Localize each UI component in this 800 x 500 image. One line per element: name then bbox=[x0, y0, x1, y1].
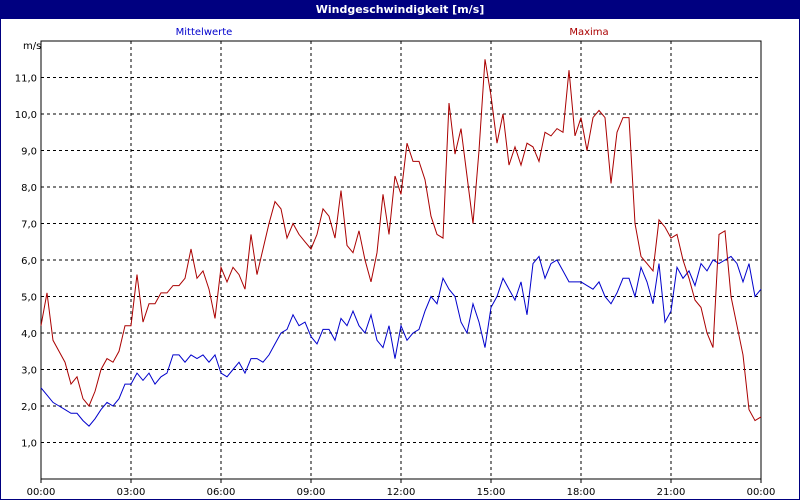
x-axis: 00:0026.05.2503:0026.05.2506:0026.05.250… bbox=[27, 479, 776, 498]
y-tick-label: 7,0 bbox=[21, 220, 37, 231]
grid-lines bbox=[41, 41, 761, 479]
x-tick-time: 00:00 bbox=[747, 487, 776, 498]
series-line-maxima bbox=[40, 59, 762, 422]
legend-maxima: Maxima bbox=[569, 27, 608, 38]
y-tick-label: 2,0 bbox=[21, 402, 37, 413]
legend: Mittelwerte Maxima bbox=[176, 27, 609, 38]
y-tick-label: 4,0 bbox=[21, 329, 37, 340]
legend-mittelwerte: Mittelwerte bbox=[176, 27, 233, 38]
y-tick-label: 10,0 bbox=[15, 110, 37, 121]
y-axis: m/s 1,0 2,0 3,0 4,0 5,0 6,0 7,0 8,0 9,0 10,0 11,0 bbox=[15, 41, 42, 450]
x-tick-time: 12:00 bbox=[387, 487, 416, 498]
series-lines bbox=[40, 59, 762, 427]
series-line-mittelwerte bbox=[40, 255, 762, 427]
x-tick-time: 15:00 bbox=[477, 487, 506, 498]
x-tick-time: 03:00 bbox=[117, 487, 146, 498]
y-tick-label: 8,0 bbox=[21, 183, 37, 194]
x-tick-time: 06:00 bbox=[207, 487, 236, 498]
y-tick-label: 5,0 bbox=[21, 293, 37, 304]
x-tick-time: 18:00 bbox=[567, 487, 596, 498]
x-tick-time: 09:00 bbox=[297, 487, 326, 498]
x-tick-time: 21:00 bbox=[657, 487, 686, 498]
y-tick-label: 1,0 bbox=[21, 439, 37, 450]
y-tick-label: 3,0 bbox=[21, 366, 37, 377]
wind-speed-chart: m/s 1,02,03,04,05,06,07,08,09,010,011,0 … bbox=[15, 27, 776, 498]
x-tick-time: 00:00 bbox=[27, 487, 56, 498]
y-tick-label: 6,0 bbox=[21, 256, 37, 267]
y-tick-label: 9,0 bbox=[21, 147, 37, 158]
y-axis-unit: m/s bbox=[23, 41, 41, 52]
y-tick-label: 11,0 bbox=[15, 74, 37, 85]
chart-title: Windgeschwindigkeit [m/s] bbox=[1, 1, 799, 19]
